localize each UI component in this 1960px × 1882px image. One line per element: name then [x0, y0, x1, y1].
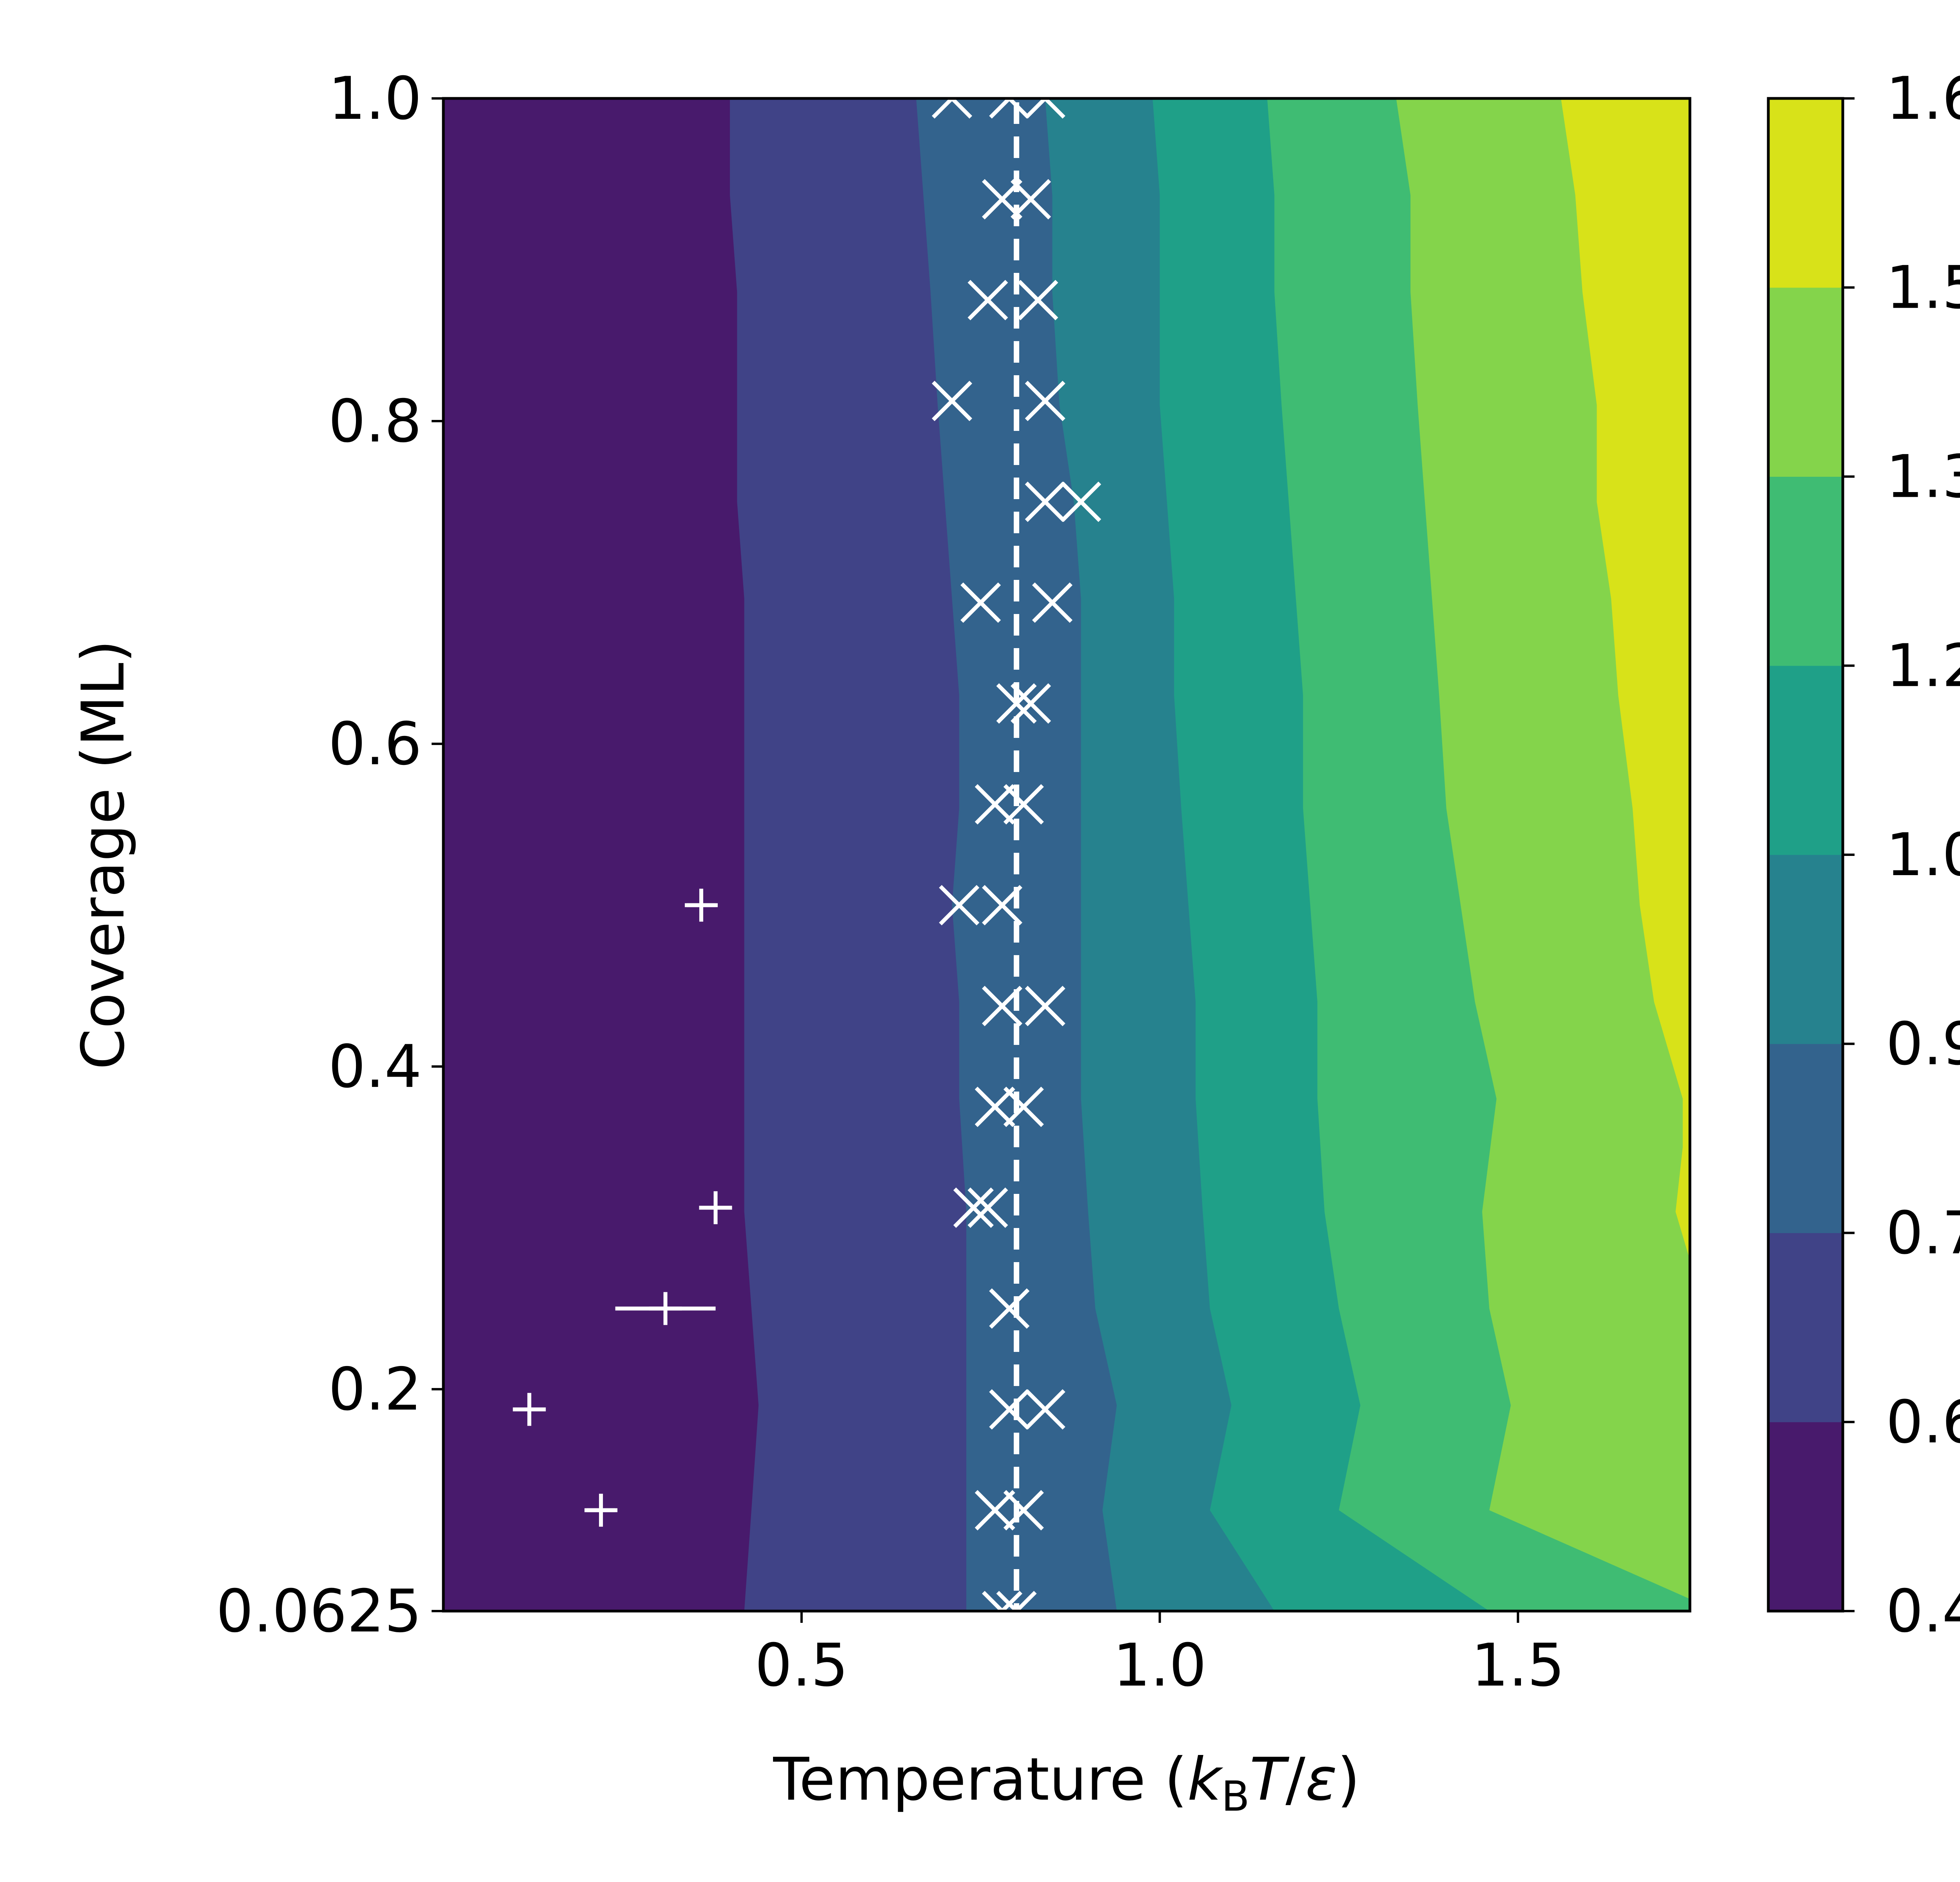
- y-tick-label-3: 0.6: [328, 710, 422, 778]
- x-marker-15: [975, 784, 1015, 825]
- colorbar-segment-7: [1768, 98, 1843, 288]
- x-tick-label-2: 1.5: [1471, 1631, 1565, 1700]
- colorbar-tick-label-2: 0.75: [1886, 1199, 1960, 1268]
- x-marker-29: [1003, 1490, 1044, 1531]
- x-marker-24: [967, 1187, 1008, 1228]
- colorbar-tick-label-1: 0.60: [1886, 1388, 1960, 1457]
- colorbar-segment-6: [1768, 287, 1843, 477]
- x-marker-10: [1061, 481, 1102, 522]
- x-tick-label-0: 0.5: [755, 1631, 849, 1700]
- x-marker-19: [982, 986, 1023, 1026]
- x-marker-8: [1025, 381, 1065, 421]
- x-marker-25: [989, 1288, 1030, 1329]
- x-marker-3: [982, 179, 1023, 220]
- x-axis-ticks: 0.5 1.0 1.5: [755, 1611, 1565, 1700]
- x-marker-5: [967, 280, 1008, 320]
- x-marker-12: [1032, 582, 1073, 623]
- x-marker-22: [1003, 1086, 1044, 1127]
- colorbar-segment-0: [1768, 1422, 1843, 1611]
- plus-marker-3: [513, 1393, 546, 1426]
- x-marker-28: [975, 1490, 1015, 1531]
- plus-marker-1: [699, 1191, 732, 1224]
- x-marker-13: [996, 683, 1037, 724]
- x-axis-label: Temperature (kBT/ε): [773, 1746, 1360, 1820]
- colorbar: [1768, 98, 1843, 1611]
- x-marker-11: [960, 582, 1001, 623]
- data-markers: [513, 78, 1102, 1631]
- x-marker-9: [1025, 481, 1065, 522]
- colorbar-ticks: 0.45 0.60 0.75 0.90 1.05 1.20 1.35 1.50 1.65: [1843, 65, 1960, 1646]
- y-tick-label-0: 0.0625: [216, 1577, 422, 1646]
- colorbar-tick-label-7: 1.50: [1886, 254, 1960, 322]
- colorbar-tick-label-8: 1.65: [1886, 65, 1960, 133]
- x-marker-20: [1025, 986, 1065, 1026]
- colorbar-segment-3: [1768, 855, 1843, 1044]
- plot-frame: [442, 97, 1691, 1613]
- colorbar-segment-1: [1768, 1233, 1843, 1422]
- x-tick-label-1: 1.0: [1113, 1631, 1207, 1700]
- x-marker-26: [989, 1389, 1030, 1430]
- y-axis-ticks: 0.0625 0.2 0.4 0.6 0.8 1.0: [216, 65, 443, 1646]
- colorbar-segment-4: [1768, 665, 1843, 855]
- x-marker-14: [1011, 683, 1051, 724]
- x-marker-27: [1025, 1389, 1065, 1430]
- x-marker-17: [939, 885, 980, 926]
- colorbar-segment-5: [1768, 476, 1843, 666]
- x-marker-7: [932, 381, 973, 421]
- x-marker-21: [975, 1086, 1015, 1127]
- y-tick-label-2: 0.4: [328, 1033, 422, 1101]
- y-axis-label: Coverage (ML): [69, 640, 138, 1070]
- colorbar-tick-label-6: 1.35: [1886, 443, 1960, 511]
- colorbar-tick-label-4: 1.05: [1886, 821, 1960, 889]
- colorbar-tick-label-5: 1.20: [1886, 632, 1960, 700]
- x-marker-18: [982, 885, 1023, 926]
- x-marker-16: [1003, 784, 1044, 825]
- colorbar-segment-2: [1768, 1044, 1843, 1233]
- colorbar-tick-label-3: 0.90: [1886, 1010, 1960, 1078]
- x-marker-6: [1018, 280, 1058, 320]
- y-tick-label-5: 1.0: [328, 65, 422, 133]
- y-tick-label-4: 0.8: [328, 387, 422, 456]
- band-7: [1561, 98, 1690, 1260]
- x-marker-4: [1011, 179, 1051, 220]
- x-marker-23: [953, 1187, 994, 1228]
- contour-bands: [443, 98, 1690, 1611]
- y-tick-label-1: 0.2: [328, 1355, 422, 1424]
- colorbar-tick-label-0: 0.45: [1886, 1577, 1960, 1646]
